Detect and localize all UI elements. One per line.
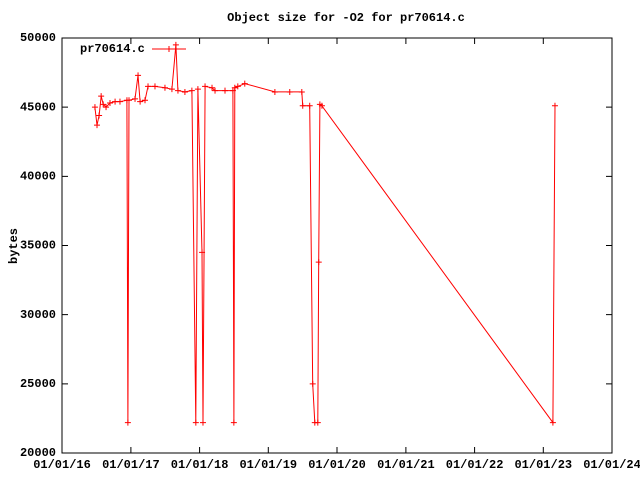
point-marker [181,88,188,95]
point-marker [231,84,238,91]
x-tick-label: 01/01/21 [377,458,435,472]
legend-label: pr70614.c [80,42,145,56]
point-marker [151,83,158,90]
point-marker [98,93,105,100]
point-marker [234,83,241,90]
point-marker [212,87,219,94]
point-marker [142,97,149,104]
point-marker [116,98,123,105]
x-tick-label: 01/01/18 [171,458,229,472]
point-marker [306,102,313,109]
point-marker [298,88,305,95]
point-marker [91,104,98,111]
point-marker [209,84,216,91]
y-tick-label: 20000 [20,446,56,460]
point-marker [132,95,139,102]
point-marker [299,102,306,109]
point-marker [172,41,179,48]
x-tick-label: 01/01/17 [102,458,160,472]
point-marker [222,87,229,94]
point-marker [124,419,131,426]
point-marker [103,104,110,111]
point-marker [241,80,248,87]
y-tick-label: 45000 [20,100,56,114]
point-marker [126,97,133,104]
point-marker [549,419,556,426]
point-marker [135,72,142,79]
point-marker [314,419,321,426]
point-marker [137,98,144,105]
chart-title: Object size for -O2 for pr70614.c [227,11,465,25]
x-tick-label: 01/01/19 [239,458,297,472]
point-marker [199,419,206,426]
point-marker [202,83,209,90]
point-marker [315,259,322,266]
point-marker [271,88,278,95]
point-marker [551,102,558,109]
point-marker [96,112,103,119]
y-axis-label: bytes [7,228,21,264]
point-marker [94,122,101,129]
x-tick-label: 01/01/24 [583,458,640,472]
y-tick-label: 25000 [20,377,56,391]
y-tick-label: 35000 [20,239,56,253]
point-marker [194,86,201,93]
y-tick-label: 50000 [20,31,56,45]
point-marker [145,83,152,90]
point-marker [106,100,113,107]
point-marker [188,87,195,94]
point-marker [199,249,206,256]
legend-swatch [152,46,186,52]
point-marker [168,86,175,93]
point-marker [318,102,325,109]
point-marker [230,419,237,426]
point-marker [161,84,168,91]
point-marker [174,87,181,94]
x-tick-label: 01/01/22 [446,458,504,472]
x-tick-label: 01/01/16 [33,458,91,472]
y-tick-label: 30000 [20,308,56,322]
point-marker [309,380,316,387]
y-tick-label: 40000 [20,170,56,184]
x-tick-label: 01/01/20 [308,458,366,472]
point-marker [192,419,199,426]
point-marker [100,101,107,108]
x-tick-label: 01/01/23 [514,458,572,472]
point-marker [286,88,293,95]
